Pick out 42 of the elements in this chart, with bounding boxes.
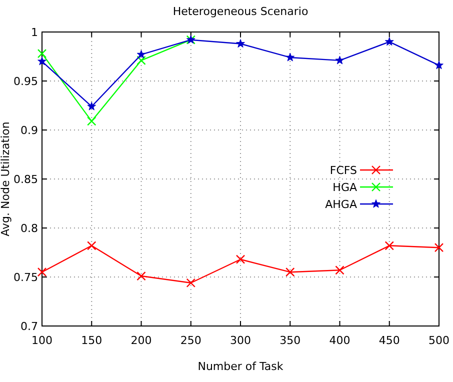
y-tick-label: 0.8 bbox=[20, 222, 38, 235]
point bbox=[87, 102, 96, 110]
point bbox=[335, 266, 344, 275]
point bbox=[87, 116, 96, 126]
x-tick-label: 250 bbox=[180, 334, 202, 347]
x-tick-label: 100 bbox=[32, 334, 52, 347]
point bbox=[434, 60, 444, 70]
point bbox=[384, 241, 394, 250]
point bbox=[136, 56, 146, 66]
x-tick-label: 450 bbox=[378, 334, 400, 347]
x-tick-label: 300 bbox=[230, 334, 251, 347]
point bbox=[136, 271, 146, 281]
point bbox=[37, 268, 47, 277]
x-tick-label: 350 bbox=[280, 334, 301, 347]
x-tick-label: 400 bbox=[329, 334, 350, 347]
y-tick-label: 0.85 bbox=[14, 173, 38, 186]
point bbox=[236, 39, 245, 48]
point bbox=[186, 278, 196, 288]
point bbox=[335, 56, 344, 64]
point bbox=[434, 243, 444, 252]
legend-label: HGA bbox=[332, 181, 358, 194]
point bbox=[37, 48, 47, 58]
point bbox=[236, 254, 246, 264]
x-tick-label: 150 bbox=[81, 334, 102, 347]
y-tick-label: 0.75 bbox=[14, 271, 38, 284]
point bbox=[136, 50, 146, 58]
point bbox=[384, 37, 394, 46]
x-tick-label: 200 bbox=[130, 334, 152, 347]
y-axis-title: Avg. Node Utilization bbox=[0, 122, 12, 236]
x-axis-title: Number of Task bbox=[198, 360, 284, 373]
point bbox=[38, 56, 46, 66]
point bbox=[286, 268, 295, 277]
point bbox=[286, 52, 295, 62]
point bbox=[87, 241, 96, 250]
y-tick-label: 0.9 bbox=[20, 124, 38, 137]
y-tick-label: 0.7 bbox=[20, 320, 38, 333]
legend-label: AHGA bbox=[325, 198, 358, 211]
y-tick-label: 0.95 bbox=[14, 75, 38, 88]
legend-label: FCFS bbox=[330, 164, 358, 177]
y-tick-label: 1 bbox=[31, 26, 38, 39]
x-tick-label: 500 bbox=[428, 334, 450, 347]
chart-title: Heterogeneous Scenario bbox=[172, 5, 308, 18]
